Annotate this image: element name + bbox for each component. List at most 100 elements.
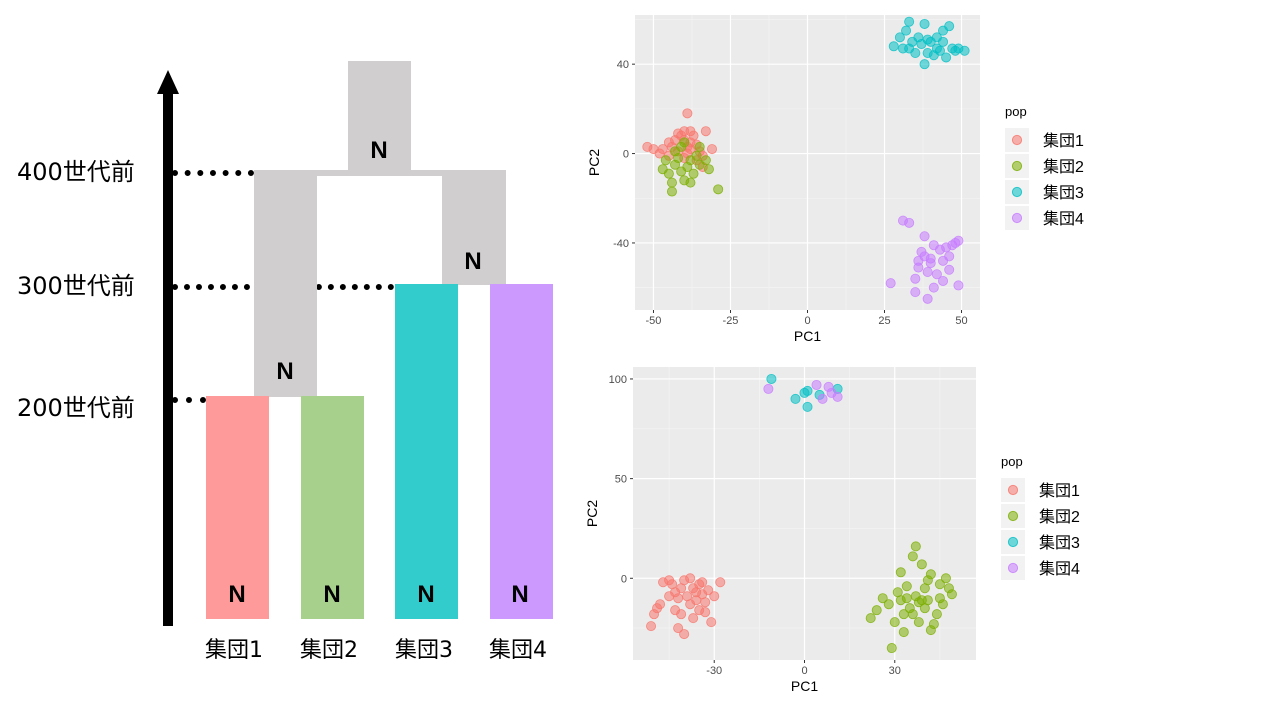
data-point-series-2 <box>940 573 951 584</box>
x-axis-title: PC1 <box>791 678 818 694</box>
population-1-block <box>206 396 269 619</box>
data-point-series-2 <box>907 609 918 620</box>
legend-label-3: 集団3 <box>1043 184 1084 202</box>
data-point-series-4 <box>953 280 964 291</box>
legend-label-1: 集団1 <box>1043 132 1084 150</box>
legend-title: pop <box>1005 104 1027 119</box>
y-tick-label: 40 <box>617 59 629 71</box>
generation-label-400: 400世代前 <box>17 158 135 186</box>
data-point-series-3 <box>959 45 970 56</box>
data-point-series-2 <box>898 627 909 638</box>
data-point-series-2 <box>895 567 906 578</box>
data-point-series-3 <box>802 401 813 412</box>
data-point-series-2 <box>901 581 912 592</box>
data-point-series-2 <box>666 186 677 197</box>
population-name-4: 集団4 <box>489 638 547 663</box>
y-tick-label: 0 <box>623 149 629 161</box>
generation-label-200: 200世代前 <box>17 394 135 422</box>
data-point-series-1 <box>709 591 720 602</box>
ancestor-root-bar <box>317 170 442 176</box>
data-point-series-1 <box>655 599 666 610</box>
data-point-series-1 <box>707 144 718 155</box>
data-point-series-2 <box>871 605 882 616</box>
legend-title: pop <box>1001 454 1023 469</box>
data-point-series-4 <box>913 255 924 266</box>
data-point-series-1 <box>673 623 684 634</box>
data-point-series-3 <box>888 41 899 52</box>
data-point-series-2 <box>946 589 957 600</box>
data-point-series-1 <box>703 585 714 596</box>
data-point-series-3 <box>904 43 915 54</box>
data-point-series-1 <box>700 597 711 608</box>
ancestor-12-block <box>254 170 317 397</box>
data-point-series-4 <box>885 278 896 289</box>
legend-label-2: 集団2 <box>1043 158 1084 176</box>
node-label-12: N <box>276 358 294 385</box>
data-point-series-2 <box>889 617 900 628</box>
data-point-series-3 <box>790 393 801 404</box>
data-point-series-1 <box>685 573 696 584</box>
data-point-series-3 <box>894 32 905 43</box>
population-name-2: 集団2 <box>300 638 358 663</box>
data-point-series-1 <box>664 591 675 602</box>
ancestor-root-block <box>348 61 411 171</box>
node-label-root: N <box>370 137 388 164</box>
x-tick-label: 0 <box>801 665 807 677</box>
data-point-series-1 <box>676 609 687 620</box>
population-name-1: 集団1 <box>205 638 263 663</box>
legend-key-3 <box>1007 536 1019 548</box>
data-point-series-4 <box>919 231 930 242</box>
x-tick-label: 30 <box>889 665 901 677</box>
data-point-series-4 <box>925 258 936 269</box>
legend-key-2 <box>1011 160 1023 172</box>
node-label-pop1: N <box>228 581 246 608</box>
data-point-series-4 <box>904 217 915 228</box>
data-point-series-4 <box>910 273 921 284</box>
data-point-series-1 <box>673 593 684 604</box>
data-point-series-4 <box>928 282 939 293</box>
data-point-series-2 <box>922 595 933 606</box>
data-point-series-4 <box>817 393 828 404</box>
data-point-series-4 <box>953 235 964 246</box>
data-point-series-3 <box>919 18 930 29</box>
data-point-series-1 <box>688 613 699 624</box>
data-point-series-1 <box>697 577 708 588</box>
data-point-series-1 <box>715 577 726 588</box>
data-point-series-2 <box>886 643 897 654</box>
data-point-series-4 <box>763 383 774 394</box>
data-point-series-3 <box>904 16 915 27</box>
data-point-series-2 <box>663 168 674 179</box>
node-label-pop2: N <box>323 581 341 608</box>
data-point-series-3 <box>931 32 942 43</box>
ancestor-34-block <box>442 170 506 285</box>
node-label-pop4: N <box>511 581 529 608</box>
data-point-series-2 <box>934 593 945 604</box>
node-label-34: N <box>464 248 482 275</box>
data-point-series-2 <box>865 613 876 624</box>
data-point-series-1 <box>654 148 665 159</box>
data-point-series-2 <box>910 541 921 552</box>
x-axis-title: PC1 <box>794 328 821 344</box>
generation-label-300: 300世代前 <box>17 272 135 300</box>
data-point-series-2 <box>877 593 888 604</box>
data-point-series-4 <box>832 391 843 402</box>
legend-key-2 <box>1007 510 1019 522</box>
data-point-series-4 <box>944 251 955 262</box>
data-point-series-2 <box>883 599 894 610</box>
data-point-series-1 <box>706 617 717 628</box>
data-point-series-2 <box>916 559 927 570</box>
data-point-series-2 <box>703 164 714 175</box>
data-point-series-2 <box>688 168 699 179</box>
data-point-series-2 <box>931 609 942 620</box>
x-tick-label: 25 <box>878 315 890 327</box>
data-point-series-2 <box>685 177 696 188</box>
y-tick-label: 0 <box>621 573 627 585</box>
node-label-pop3: N <box>417 581 435 608</box>
legend-key-4 <box>1007 562 1019 574</box>
data-point-series-1 <box>700 126 711 137</box>
data-point-series-1 <box>691 587 702 598</box>
data-point-series-2 <box>676 141 687 152</box>
time-axis-arrow <box>157 70 179 626</box>
legend-key-1 <box>1011 134 1023 146</box>
data-point-series-2 <box>913 617 924 628</box>
